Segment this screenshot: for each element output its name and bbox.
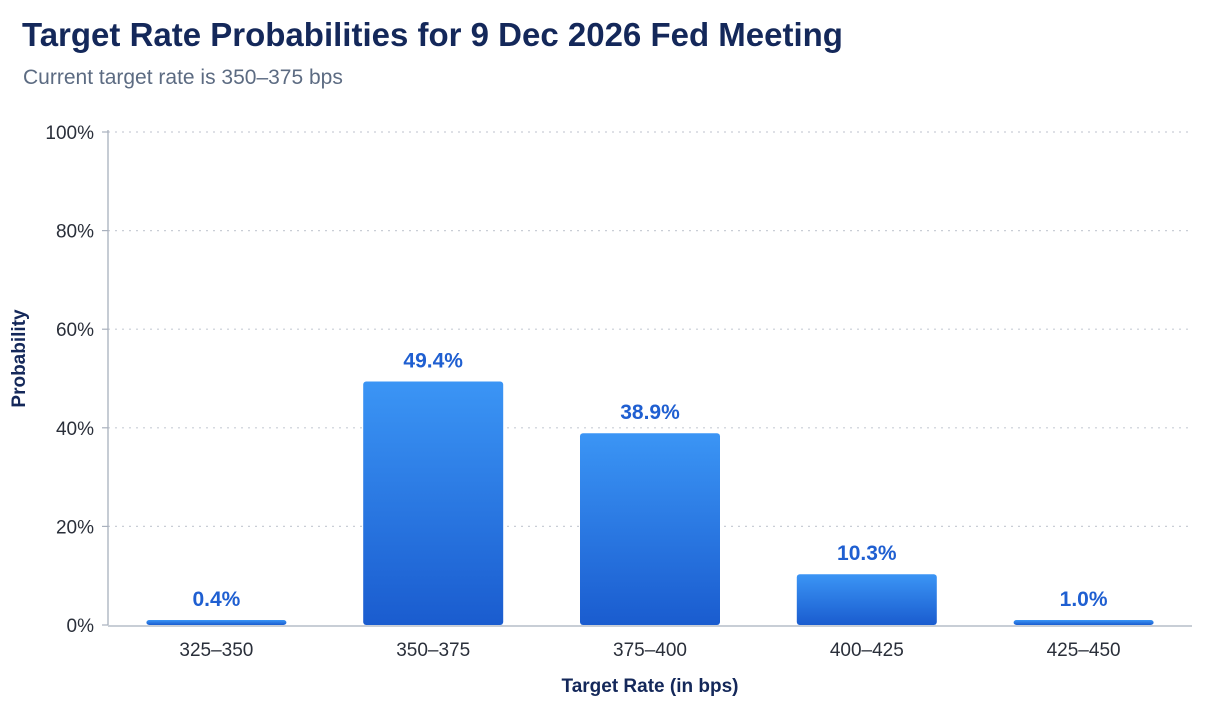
- y-tick-label: 100%: [45, 123, 94, 144]
- bar: [146, 620, 287, 625]
- x-tick-label: 375–400: [613, 640, 687, 661]
- x-tick-label: 425–450: [1047, 640, 1121, 661]
- data-label: 10.3%: [837, 542, 897, 565]
- bar: [1013, 620, 1154, 625]
- y-tick-label: 0%: [67, 616, 95, 637]
- chart-title: Target Rate Probabilities for 9 Dec 2026…: [22, 16, 843, 53]
- x-axis-ticks: 325–350 350–375 375–400 400–425 425–450: [179, 640, 1120, 661]
- data-label: 1.0%: [1060, 588, 1108, 611]
- chart-subtitle: Current target rate is 350–375 bps: [23, 66, 343, 89]
- y-tick-label: 80%: [56, 222, 94, 243]
- x-axis-title: Target Rate (in bps): [562, 676, 739, 697]
- y-axis-ticks: 0% 20% 40% 60% 80% 100%: [45, 123, 108, 637]
- bar: [363, 381, 504, 625]
- bars: [146, 381, 1154, 625]
- data-label: 49.4%: [403, 349, 463, 372]
- x-tick-label: 400–425: [830, 640, 904, 661]
- data-label: 0.4%: [192, 588, 240, 611]
- y-tick-label: 40%: [56, 419, 94, 440]
- bar: [796, 574, 937, 625]
- y-tick-label: 20%: [56, 517, 94, 538]
- gridlines: [108, 131, 1192, 528]
- y-axis-title: Probability: [9, 309, 30, 408]
- bar: [580, 433, 720, 625]
- data-label: 38.9%: [620, 401, 680, 424]
- y-tick-label: 60%: [56, 320, 94, 341]
- data-labels: 0.4% 49.4% 38.9% 10.3% 1.0%: [192, 349, 1107, 611]
- x-tick-label: 350–375: [396, 640, 470, 661]
- x-tick-label: 325–350: [179, 640, 253, 661]
